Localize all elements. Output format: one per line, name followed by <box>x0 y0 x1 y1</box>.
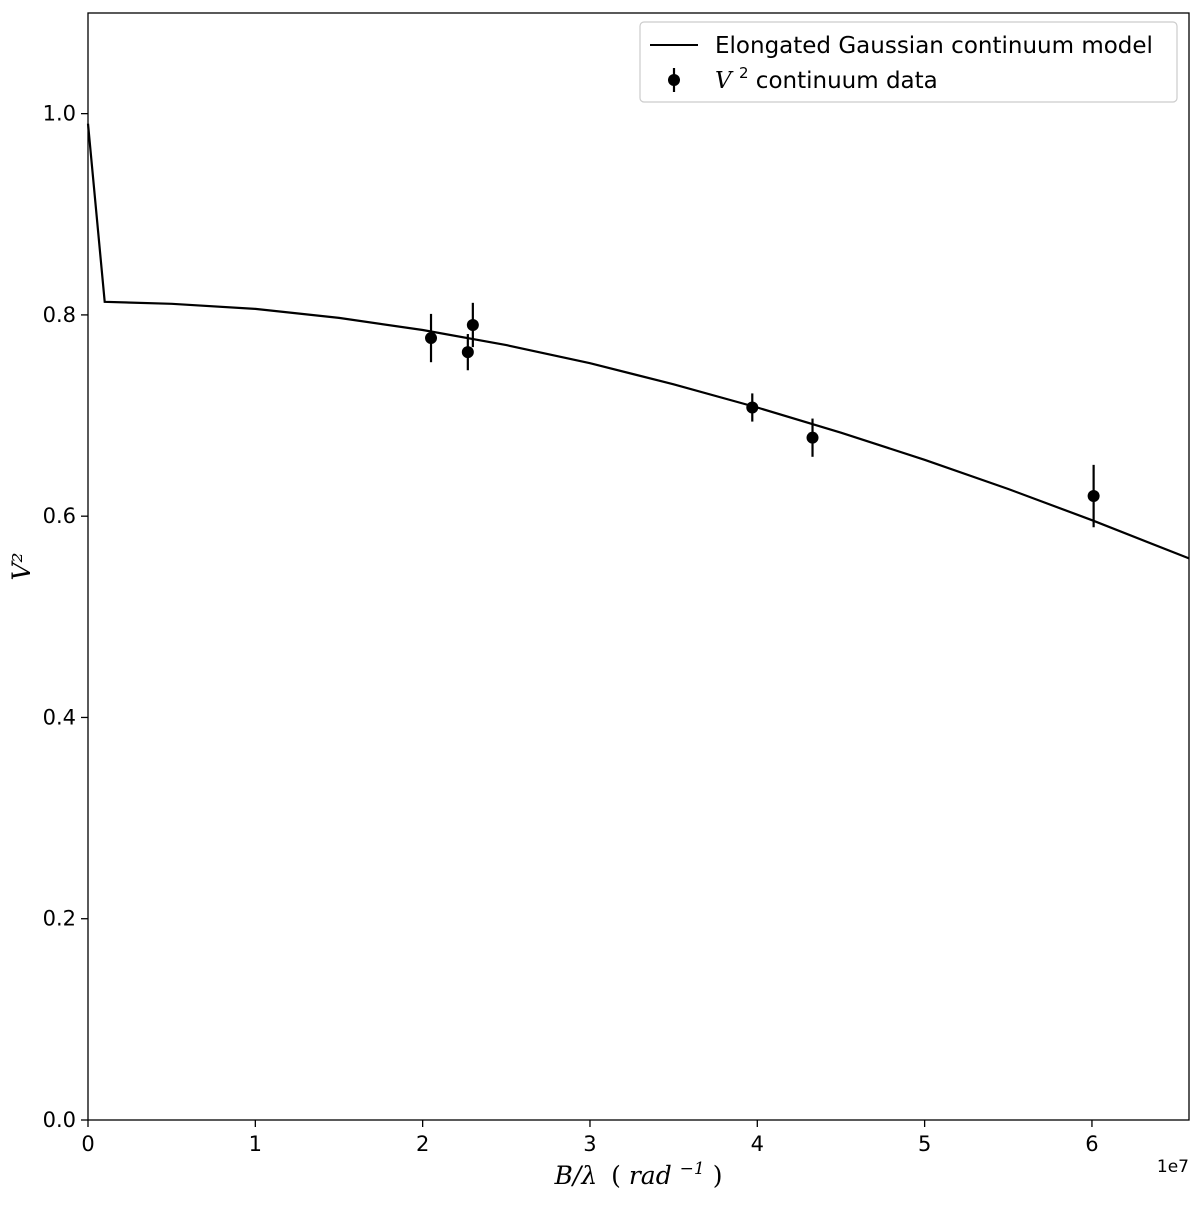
legend-data-label-v: V <box>715 68 734 94</box>
x-axis-offset-label: 1e7 <box>1157 1157 1189 1177</box>
x-tick-label: 0 <box>81 1132 94 1156</box>
y-tick-label: 0.0 <box>43 1108 76 1132</box>
x-tick-label: 2 <box>416 1132 429 1156</box>
plot-area <box>86 123 1190 560</box>
y-axis-ticks: 0.0 0.2 0.4 0.6 0.8 1.0 <box>43 102 88 1132</box>
legend-data-label: V 2 continuum data <box>715 58 938 94</box>
legend-data-point-marker <box>668 74 680 86</box>
x-axis-label: B/λ ( rad −1 ) <box>554 1151 723 1190</box>
legend-model-label: Elongated Gaussian continuum model <box>715 33 1153 59</box>
legend-data-label-sup: 2 <box>739 64 749 82</box>
y-tick-label: 0.4 <box>43 705 76 729</box>
y-tick-label: 0.8 <box>43 303 76 327</box>
x-tick-label: 1 <box>249 1132 262 1156</box>
x-tick-label: 4 <box>751 1132 764 1156</box>
data-point <box>425 332 438 345</box>
legend-data-label-rest: continuum data <box>756 68 938 94</box>
data-point <box>806 431 819 444</box>
x-axis-label-unit-open: ( <box>611 1161 621 1190</box>
x-axis-label-unit-close: ) <box>713 1161 723 1190</box>
x-axis-label-main: B/λ <box>554 1161 598 1190</box>
y-tick-label: 0.6 <box>43 504 76 528</box>
y-axis-label: V² <box>7 552 36 580</box>
x-tick-label: 3 <box>583 1132 596 1156</box>
x-tick-label: 6 <box>1085 1132 1098 1156</box>
data-point <box>461 346 474 359</box>
legend: Elongated Gaussian continuum model V 2 c… <box>639 21 1178 103</box>
data-point <box>466 318 479 331</box>
x-tick-label: 5 <box>918 1132 931 1156</box>
x-axis-ticks: 0 1 2 3 4 5 6 <box>81 1120 1099 1156</box>
legend-box <box>639 21 1178 103</box>
y-tick-label: 0.2 <box>43 907 76 931</box>
x-axis-label-unit-exponent: −1 <box>680 1159 705 1179</box>
x-axis-label-unit: rad <box>629 1161 672 1190</box>
data-point <box>1087 490 1100 503</box>
y-tick-label: 1.0 <box>43 102 76 126</box>
data-point <box>746 401 759 414</box>
axes-frame <box>87 12 1190 1121</box>
model-curve-line <box>86 123 1190 560</box>
